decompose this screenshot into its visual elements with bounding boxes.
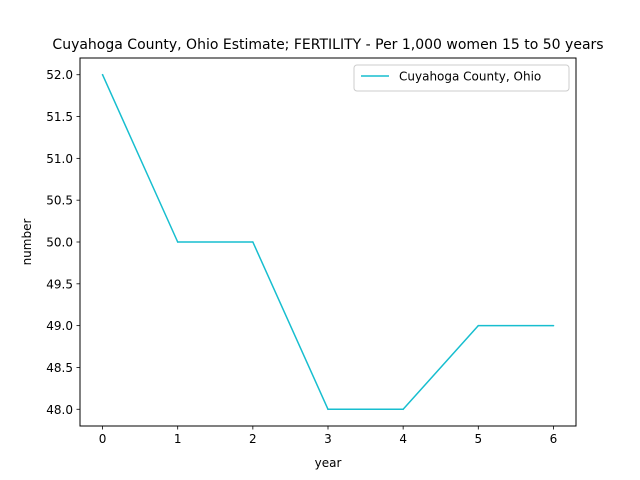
chart-title: Cuyahoga County, Ohio Estimate; FERTILIT… — [52, 37, 603, 53]
x-tick-label: 6 — [550, 432, 558, 446]
data-point — [252, 241, 254, 243]
y-tick-label: 49.5 — [46, 277, 73, 291]
data-point — [552, 324, 555, 327]
y-axis-ticks: 48.0 48.5 49.0 49.5 50.0 50.5 51.0 51.5 52.0 — [46, 68, 80, 417]
x-tick-label: 5 — [474, 432, 482, 446]
plot-frame — [79, 57, 577, 427]
legend-label: Cuyahoga County, Ohio — [399, 70, 541, 84]
data-point — [101, 73, 104, 76]
y-tick-label: 50.5 — [46, 194, 73, 208]
y-tick-label: 52.0 — [46, 68, 73, 82]
data-point — [327, 408, 329, 411]
y-tick-label: 50.0 — [46, 236, 73, 250]
data-point — [402, 408, 404, 411]
legend-box — [353, 64, 570, 92]
y-axis-label: number — [20, 219, 34, 266]
y-tick-label: 48.0 — [46, 403, 73, 417]
x-axis-ticks: 0 1 2 3 4 5 6 — [99, 426, 558, 446]
data-point — [477, 324, 480, 327]
x-tick-label: 4 — [399, 432, 407, 446]
y-tick-label: 51.5 — [46, 110, 73, 124]
data-point — [176, 241, 179, 243]
y-tick-label: 49.0 — [46, 319, 73, 333]
x-axis-label: year — [315, 456, 342, 470]
legend: Cuyahoga County, Ohio — [353, 64, 570, 92]
series-layer — [101, 73, 555, 411]
plot-area — [80, 58, 576, 426]
y-tick-label: 51.0 — [46, 152, 73, 166]
x-tick-label: 2 — [249, 432, 257, 446]
x-tick-label: 0 — [99, 432, 107, 446]
x-tick-label: 3 — [324, 432, 332, 446]
x-tick-label: 1 — [174, 432, 182, 446]
y-tick-label: 48.5 — [46, 361, 73, 375]
